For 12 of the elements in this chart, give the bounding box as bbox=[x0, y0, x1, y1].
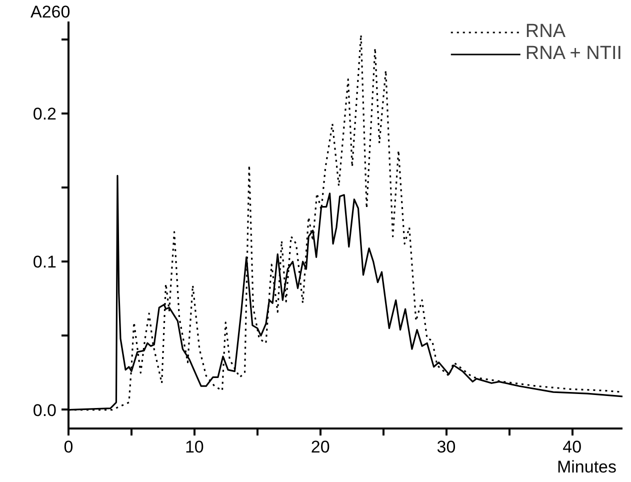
x-tick-label: 40 bbox=[562, 438, 582, 456]
legend-label: RNA bbox=[525, 21, 566, 43]
x-axis-title: Minutes bbox=[556, 458, 617, 476]
x-tick-label: 0 bbox=[64, 438, 74, 456]
y-tick-label: 0.0 bbox=[32, 400, 57, 420]
x-tick-label: 30 bbox=[436, 438, 456, 456]
y-axis-title: A260 bbox=[30, 2, 70, 22]
y-tick-label: 0.1 bbox=[32, 252, 57, 272]
x-tick-label: 20 bbox=[310, 438, 330, 456]
x-tick-label: 10 bbox=[184, 438, 204, 456]
y-tick-label: 0.2 bbox=[32, 104, 57, 124]
legend-label: RNA + NTII bbox=[525, 43, 622, 65]
